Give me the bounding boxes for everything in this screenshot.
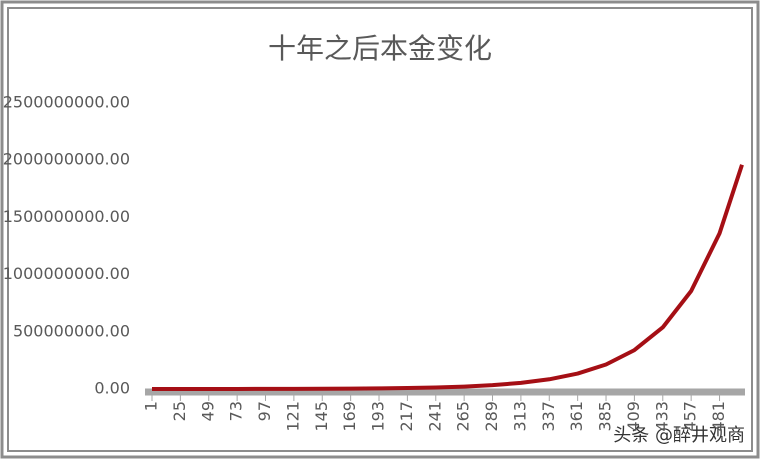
data-line: [151, 164, 744, 391]
watermark: 头条 @醉井观商: [613, 425, 745, 446]
x-tick-label: 457: [681, 401, 700, 432]
x-tick-label: 121: [283, 401, 302, 432]
y-tick-label: 1500000000.00: [3, 207, 130, 226]
x-tick-label: 409: [624, 401, 643, 432]
x-tick-label: 481: [709, 401, 728, 432]
y-tick-label: 2000000000.00: [3, 150, 130, 169]
x-tick-label: 1: [142, 401, 161, 411]
inner-frame: [7, 7, 753, 452]
y-tick-label: 500000000.00: [13, 321, 130, 340]
x-tick-label: 289: [482, 401, 501, 432]
y-tick-label: 1000000000.00: [3, 264, 130, 283]
x-tick-label: 73: [227, 401, 246, 421]
x-tick-label: 337: [539, 401, 558, 432]
x-tick-label: 433: [652, 401, 671, 432]
x-tick-label: 25: [170, 401, 189, 421]
x-tick-label: 145: [312, 401, 331, 432]
x-tick-label: 241: [425, 401, 444, 432]
y-tick-label: 0.00: [94, 379, 130, 398]
x-tick-label: 169: [340, 401, 359, 432]
x-tick-label: 49: [198, 401, 217, 421]
x-tick-label: 265: [454, 401, 473, 432]
x-tick-label: 217: [397, 401, 416, 432]
x-tick-label: 97: [255, 401, 274, 421]
x-tick-label: 385: [596, 401, 615, 432]
y-tick-label: 2500000000.00: [3, 93, 130, 112]
x-tick-label: 193: [369, 401, 388, 432]
x-tick-label: 313: [510, 401, 529, 432]
chart-title: 十年之后本金变化: [268, 32, 492, 65]
x-tick-label: 361: [567, 401, 586, 432]
